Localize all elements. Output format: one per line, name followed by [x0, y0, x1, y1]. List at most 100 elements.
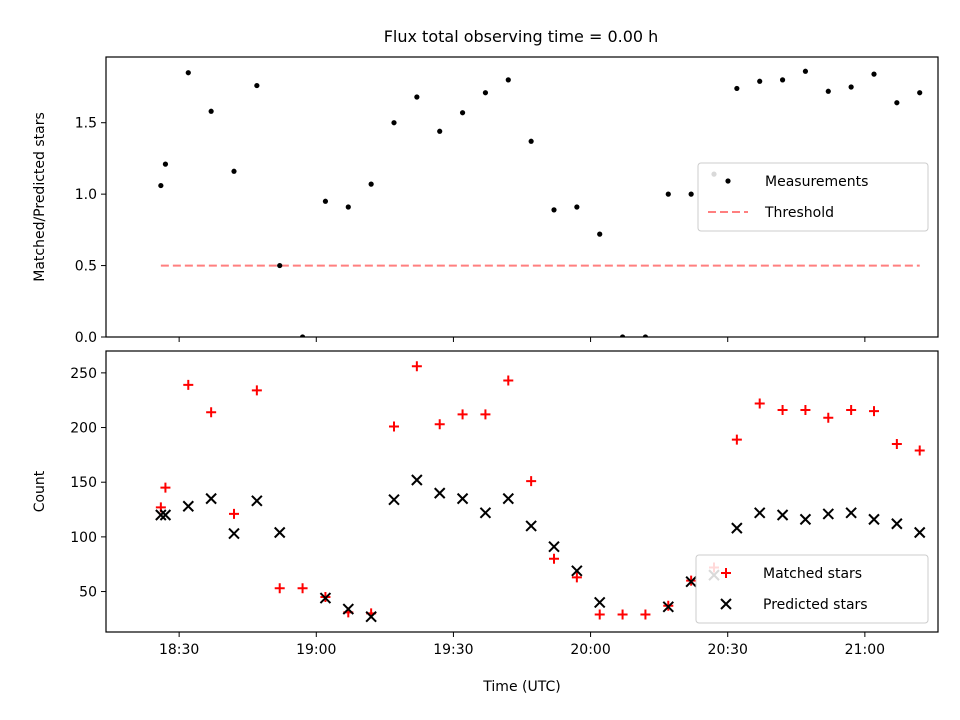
measurement-point — [231, 168, 237, 174]
y-tick-label: 250 — [70, 366, 97, 382]
legend-box — [697, 162, 929, 232]
measurement-point — [688, 191, 694, 197]
measurement-point — [917, 90, 923, 96]
predicted-star-point — [342, 603, 354, 615]
measurement-point — [459, 110, 466, 116]
matched-star-point — [777, 405, 788, 416]
predicted-star-point — [799, 513, 812, 526]
predicted-star-point — [365, 610, 377, 623]
predicted-star-point — [228, 527, 240, 540]
measurement-point — [162, 161, 169, 167]
measurement-point — [345, 204, 351, 210]
y-tick-label: 1.0 — [75, 187, 97, 203]
y-tick-label: 200 — [70, 421, 97, 437]
x-tick-label: 21:00 — [845, 642, 885, 658]
predicted-star-point — [571, 565, 583, 577]
legend-box — [695, 554, 929, 624]
predicted-star-point — [548, 541, 560, 553]
predicted-star-point — [319, 592, 332, 604]
matched-star-point — [640, 609, 651, 620]
measurement-point — [757, 78, 763, 84]
measurement-point — [619, 334, 626, 337]
legend: Measurements Threshold — [697, 162, 929, 232]
matched-star-point — [297, 583, 308, 594]
matched-star-point — [251, 385, 262, 396]
measurement-point — [665, 191, 671, 197]
predicted-star-point — [388, 493, 400, 506]
measurement-point — [871, 71, 877, 77]
measurement-point — [894, 100, 900, 106]
predicted-star-point — [685, 575, 697, 588]
legend-label: Measurements — [765, 174, 868, 190]
matched-star-point — [274, 583, 285, 594]
predicted-star-point — [845, 507, 857, 519]
predicted-star-point — [662, 601, 674, 613]
matched-star-point — [617, 609, 628, 620]
matched-star-point — [526, 476, 537, 487]
legend-marker-predicted — [720, 598, 732, 610]
measurement-point — [482, 90, 489, 96]
measurement-point — [779, 77, 786, 83]
plot-area — [155, 361, 926, 623]
x-tick-label: 19:30 — [433, 642, 473, 658]
plot-area — [158, 68, 923, 337]
x-tick-label: 20:00 — [570, 642, 610, 658]
measurement-point — [734, 85, 740, 92]
predicted-star-point — [731, 522, 743, 534]
x-tick-label: 20:30 — [708, 642, 748, 658]
predicted-star-point — [411, 474, 423, 486]
predicted-star-point — [479, 507, 492, 519]
measurement-point — [574, 204, 580, 210]
y-axis-label: Count — [32, 470, 48, 512]
matched-star-point — [754, 398, 765, 409]
measurement-point — [322, 198, 329, 204]
matched-star-point — [229, 508, 239, 519]
y-tick-label: 0.0 — [75, 330, 97, 346]
axes-frame — [105, 56, 939, 338]
measurement-point — [391, 120, 397, 126]
legend-label: Predicted stars — [763, 597, 868, 613]
matched-star-point — [594, 609, 605, 620]
legend: Matched stars Predicted stars — [695, 554, 929, 624]
y-tick-label: 50 — [79, 585, 97, 601]
predicted-star-point — [205, 492, 217, 505]
matched-star-point — [434, 419, 445, 430]
matched-star-point — [800, 405, 811, 416]
legend-marker-measurements — [725, 178, 731, 184]
measurement-point — [299, 334, 306, 337]
y-tick-label: 100 — [70, 530, 97, 546]
x-tick-label: 19:00 — [296, 642, 336, 658]
predicted-star-point — [822, 508, 834, 520]
measurement-point — [551, 207, 557, 213]
matched-star-point — [206, 407, 217, 418]
predicted-star-point — [155, 509, 167, 521]
legend-marker-matched — [721, 568, 731, 578]
matched-star-point — [869, 406, 879, 417]
matched-star-point — [731, 434, 742, 445]
measurement-point — [368, 181, 374, 187]
predicted-star-point — [274, 526, 286, 539]
matched-star-point — [457, 409, 468, 420]
predicted-star-point — [868, 513, 880, 526]
legend-label: Threshold — [764, 205, 834, 221]
matched-star-point — [411, 361, 422, 372]
matched-star-point — [503, 375, 514, 386]
matched-star-point — [183, 379, 194, 390]
matched-star-point — [480, 409, 491, 420]
measurement-point — [185, 70, 191, 76]
predicted-star-point — [159, 509, 172, 521]
measurement-point — [254, 82, 260, 89]
predicted-star-point — [434, 487, 446, 499]
measurement-point — [208, 108, 214, 114]
predicted-star-point — [891, 518, 903, 530]
predicted-star-point — [914, 526, 926, 539]
matched-star-point — [914, 445, 925, 456]
measurement-point — [505, 77, 511, 83]
matched-star-point — [823, 412, 834, 423]
matched-star-point — [846, 405, 857, 416]
matched-star-point — [549, 553, 559, 564]
matched-star-point — [571, 572, 582, 583]
predicted-star-point — [776, 509, 789, 521]
y-axis-label: Matched/Predicted stars — [32, 112, 48, 282]
